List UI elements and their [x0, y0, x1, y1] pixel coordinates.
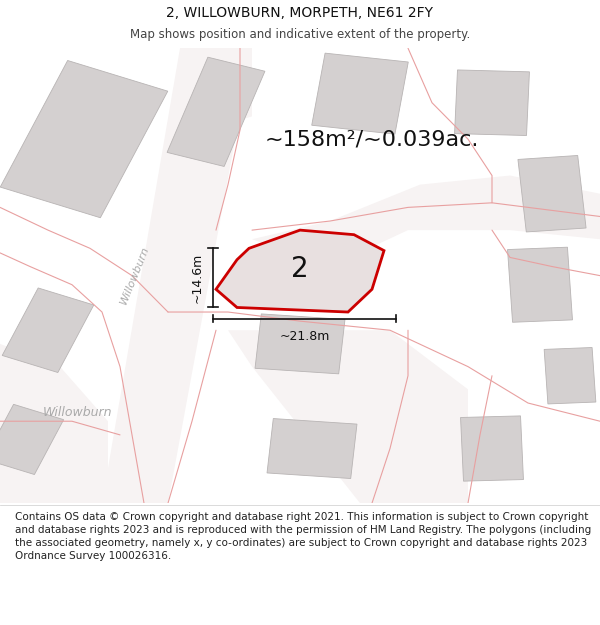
Text: Willowburn: Willowburn — [43, 406, 113, 419]
Polygon shape — [102, 48, 252, 503]
Polygon shape — [267, 419, 357, 479]
Text: Map shows position and indicative extent of the property.: Map shows position and indicative extent… — [130, 28, 470, 41]
Polygon shape — [2, 288, 94, 372]
Polygon shape — [216, 230, 384, 312]
Polygon shape — [0, 61, 168, 218]
Polygon shape — [180, 48, 252, 139]
Polygon shape — [255, 314, 345, 374]
Text: Contains OS data © Crown copyright and database right 2021. This information is : Contains OS data © Crown copyright and d… — [15, 512, 591, 561]
Polygon shape — [0, 344, 108, 503]
Polygon shape — [508, 247, 572, 322]
Text: Willowburn: Willowburn — [119, 245, 151, 306]
Polygon shape — [461, 416, 523, 481]
Text: 2, WILLOWBURN, MORPETH, NE61 2FY: 2, WILLOWBURN, MORPETH, NE61 2FY — [167, 6, 433, 21]
Polygon shape — [0, 404, 64, 474]
Polygon shape — [312, 53, 408, 134]
Polygon shape — [455, 70, 529, 136]
Text: ~14.6m: ~14.6m — [191, 253, 204, 303]
Polygon shape — [167, 58, 265, 166]
Polygon shape — [228, 330, 468, 503]
Text: 2: 2 — [291, 255, 308, 283]
Text: ~21.8m: ~21.8m — [280, 330, 329, 343]
Polygon shape — [518, 156, 586, 232]
Polygon shape — [544, 348, 596, 404]
Polygon shape — [252, 176, 600, 266]
Text: ~158m²/~0.039ac.: ~158m²/~0.039ac. — [265, 129, 479, 149]
